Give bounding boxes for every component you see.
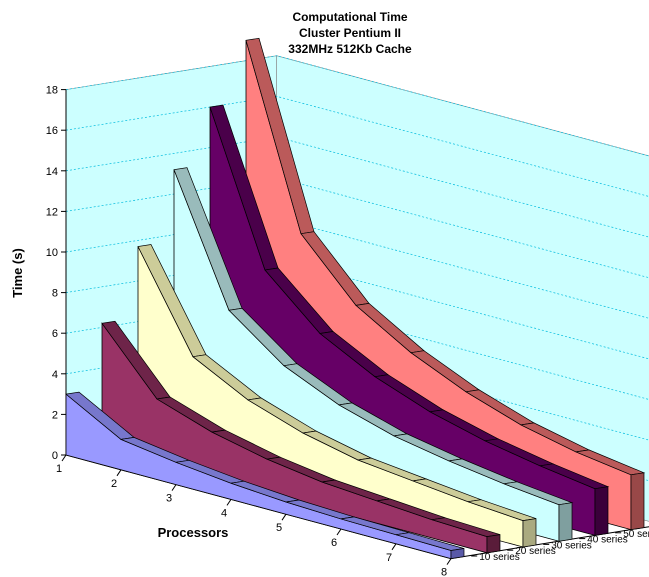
x-tick-label: 5 [276, 522, 282, 534]
x-tick-mark [61, 454, 67, 462]
y-tick-label: 10 [46, 247, 58, 259]
series-end-cap [522, 518, 537, 548]
y-tick-label: 6 [52, 328, 58, 340]
y-tick-label: 16 [46, 125, 58, 137]
series-ribbon [65, 391, 465, 560]
series-axis-label: 50 series [623, 529, 649, 540]
chart-title-line-2: Cluster Pentium II [299, 26, 401, 40]
y-tick-label: 0 [52, 450, 58, 462]
series-axis-label: 10 series [479, 552, 520, 563]
x-axis-title: Processors [158, 525, 229, 540]
series-ribbon [101, 320, 501, 554]
y-tick-label: 8 [52, 288, 58, 300]
chart-title-line-3: 332MHz 512Kb Cache [288, 42, 412, 56]
series-end-cap [630, 472, 645, 531]
series-axis-label: 40 series [587, 535, 628, 546]
chart-title-line-1: Computational Time [292, 10, 407, 24]
x-tick-label: 3 [166, 493, 172, 505]
x-tick-label: 2 [111, 478, 117, 490]
x-tick-label: 6 [331, 537, 337, 549]
gridline [65, 55, 649, 157]
x-tick-mark [281, 513, 287, 521]
series-end-cap [450, 548, 465, 560]
x-tick-label: 7 [386, 552, 392, 564]
x-tick-mark [336, 528, 342, 536]
series-end-cap [594, 486, 609, 536]
y-tick-label: 14 [46, 166, 58, 178]
y-axis-title: Time (s) [10, 248, 25, 298]
gridline [65, 95, 649, 197]
x-tick-label: 4 [221, 507, 227, 519]
series-axis-label: 30 series [551, 540, 592, 551]
x-tick-label: 1 [56, 463, 62, 475]
series-layer [65, 37, 646, 560]
series-end-cap [486, 534, 501, 554]
x-tick-mark [116, 469, 122, 477]
series-axis-label: 20 series [515, 546, 556, 557]
y-tick-label: 4 [52, 369, 58, 381]
chart-title: Computational Time Cluster Pentium II 33… [288, 10, 412, 56]
y-tick-label: 18 [46, 85, 58, 97]
x-tick-mark [391, 543, 397, 551]
x-tick-mark [171, 484, 177, 491]
y-tick-label: 2 [52, 409, 58, 421]
x-tick-mark [446, 558, 452, 565]
series-end-cap [558, 502, 573, 542]
y-tick-label: 12 [46, 206, 58, 218]
x-tick-mark [226, 499, 232, 506]
x-tick-label: 8 [441, 567, 447, 577]
